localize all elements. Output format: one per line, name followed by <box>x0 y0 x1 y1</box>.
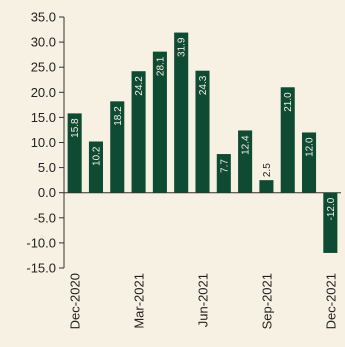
bar-value-label: 24.2 <box>134 76 145 96</box>
x-tick-label: Sep-2021 <box>259 273 274 329</box>
y-tick-label: -5.0 <box>34 210 56 225</box>
bar <box>238 130 253 193</box>
bar <box>88 141 103 193</box>
bar-value-label: -12.0 <box>326 197 337 220</box>
bar-value-label: 2.5 <box>262 163 273 177</box>
x-tick-label: Mar-2021 <box>132 273 147 329</box>
bar <box>110 101 125 193</box>
y-tick-label: -10.0 <box>26 235 56 250</box>
bar-value-label: 28.1 <box>155 56 166 76</box>
y-tick-label: 25.0 <box>31 60 56 75</box>
bar <box>131 71 146 193</box>
y-tick-label: 20.0 <box>31 85 56 100</box>
bar <box>195 70 210 193</box>
bar-value-label: 15.8 <box>70 118 81 138</box>
bar-value-label: 24.3 <box>198 75 209 95</box>
x-tick-label: Dec-2021 <box>323 273 338 329</box>
bar-value-label: 18.2 <box>113 106 124 126</box>
bar-value-label: 12.0 <box>305 137 316 157</box>
bar-value-label: 7.7 <box>219 159 230 173</box>
bar <box>174 32 189 193</box>
y-tick-label: 15.0 <box>31 110 56 125</box>
bar <box>216 154 231 193</box>
y-tick-label: 5.0 <box>38 160 56 175</box>
y-tick-label: 35.0 <box>31 10 56 25</box>
x-tick-label: Dec-2020 <box>68 273 83 329</box>
y-tick-label: 30.0 <box>31 35 56 50</box>
bar <box>323 192 338 253</box>
bar <box>259 180 274 193</box>
bar-value-label: 10.2 <box>91 146 102 166</box>
bar <box>67 113 82 193</box>
bar <box>302 132 317 193</box>
bar-value-label: 21.0 <box>283 92 294 112</box>
bar-value-label: 12.4 <box>241 135 252 155</box>
y-tick-label: -15.0 <box>26 261 56 276</box>
bar <box>152 51 167 193</box>
bar <box>280 87 295 193</box>
x-tick-label: Jun-2021 <box>196 273 211 327</box>
y-tick-label: 10.0 <box>31 135 56 150</box>
y-tick-label: 0.0 <box>38 185 56 200</box>
bar-value-label: 31.9 <box>177 37 188 57</box>
